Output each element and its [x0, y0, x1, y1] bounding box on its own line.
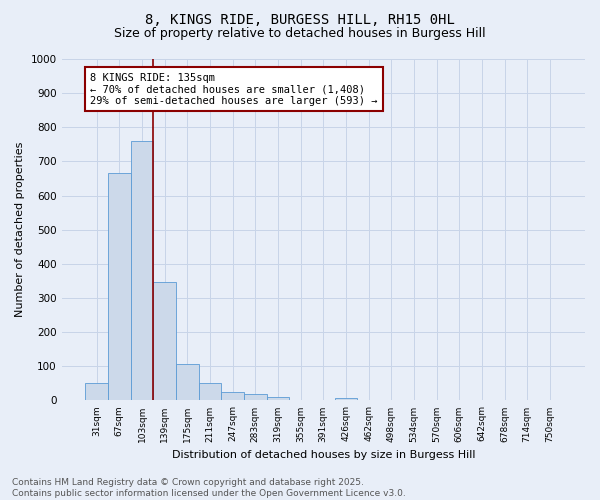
Bar [154, 282, 176, 401]
Bar [199, 384, 221, 400]
Bar [131, 141, 154, 401]
Bar [244, 394, 266, 400]
Text: Size of property relative to detached houses in Burgess Hill: Size of property relative to detached ho… [114, 28, 486, 40]
Text: Contains HM Land Registry data © Crown copyright and database right 2025.
Contai: Contains HM Land Registry data © Crown c… [12, 478, 406, 498]
Bar [176, 364, 199, 401]
Bar [85, 382, 108, 400]
Text: 8 KINGS RIDE: 135sqm
← 70% of detached houses are smaller (1,408)
29% of semi-de: 8 KINGS RIDE: 135sqm ← 70% of detached h… [90, 72, 377, 106]
Bar [108, 174, 131, 400]
X-axis label: Distribution of detached houses by size in Burgess Hill: Distribution of detached houses by size … [172, 450, 475, 460]
Y-axis label: Number of detached properties: Number of detached properties [15, 142, 25, 318]
Text: 8, KINGS RIDE, BURGESS HILL, RH15 0HL: 8, KINGS RIDE, BURGESS HILL, RH15 0HL [145, 12, 455, 26]
Bar [266, 397, 289, 400]
Bar [221, 392, 244, 400]
Bar [335, 398, 357, 400]
